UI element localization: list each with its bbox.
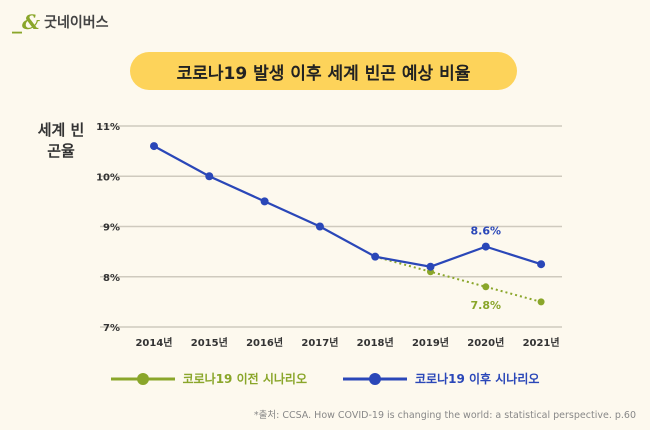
x-tick-label: 2015년 (191, 336, 228, 349)
data-label: 7.8% (471, 299, 502, 312)
data-point (537, 298, 545, 306)
x-tick-label: 2019년 (412, 336, 449, 349)
legend-marker-before (110, 372, 175, 385)
legend-marker-after (343, 372, 407, 385)
data-point (260, 197, 269, 206)
x-tick-label: 2016년 (246, 336, 283, 349)
legend-item-before: 코로나19 이전 시나리오 (110, 370, 307, 387)
data-point (537, 260, 546, 269)
x-tick-label: 2014년 (135, 336, 172, 349)
logo-name: 굿네이버스 (44, 15, 109, 31)
data-label: 8.6% (471, 225, 502, 238)
x-tick-label: 2021년 (523, 336, 560, 349)
x-tick-label: 2017년 (301, 336, 338, 349)
legend-item-after: 코로나19 이후 시나리오 (343, 370, 539, 387)
data-point (371, 252, 380, 261)
legend: 코로나19 이전 시나리오 코로나19 이후 시나리오 (0, 370, 650, 387)
data-point (482, 283, 490, 291)
legend-label-before: 코로나19 이전 시나리오 (182, 372, 307, 386)
data-point (205, 172, 214, 181)
y-tick-label: 9% (103, 223, 120, 234)
series-line-0 (374, 255, 542, 303)
x-tick-label: 2018년 (357, 336, 394, 349)
data-point (315, 222, 324, 231)
legend-label-after: 코로나19 이후 시나리오 (415, 372, 540, 386)
chart-title: 코로나19 발생 이후 세계 빈곤 예상 비율 (130, 52, 517, 90)
y-tick-label: 11% (96, 122, 120, 133)
y-axis-label: 세계 빈곤율 (37, 121, 85, 160)
data-point (150, 142, 158, 151)
y-tick-label: 8% (103, 273, 120, 284)
x-tick-label: 2020년 (467, 336, 504, 349)
series-line-1 (153, 145, 542, 268)
y-tick-label: 7% (103, 323, 120, 334)
logo-mark-icon: _& (12, 10, 41, 34)
data-point (481, 242, 490, 251)
data-point (426, 262, 435, 271)
source-note: *출처: CCSA. How COVID-19 is changing the … (253, 410, 636, 421)
y-tick-label: 10% (96, 172, 120, 183)
logo: _& 굿네이버스 (12, 10, 108, 34)
